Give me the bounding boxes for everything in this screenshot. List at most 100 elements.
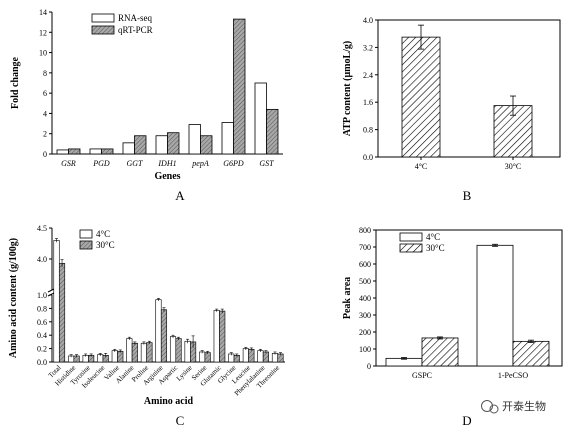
x-tick-label-d: GSPC [412,371,432,380]
panel-label-a: A [175,188,185,203]
bar-Arginine-4°C [155,299,162,363]
bar-PGD-RNA-seq [89,148,102,155]
bar-IDH1-RNA-seq [155,135,168,155]
bar-Aspartic-4°C [169,336,177,363]
bar-Lysine-4°C [184,340,191,363]
y-tick-label-b: 0.0 [363,153,373,162]
y-tick-label-a: 10 [39,49,47,58]
bar-Alanine-30°C [131,342,138,363]
bar-GSPC-30°C [421,337,459,367]
bar-PGD-qRT-PCR [101,148,114,155]
bar-1-PeCSO-30°C [512,340,550,367]
bar-Proline-4°C [140,342,147,363]
legend-label-c: 4°C [96,229,110,239]
bar-G6PD-qRT-PCR [233,18,246,155]
bar-GSR-RNA-seq [56,149,69,155]
x-tick-label-d: 1-PeCSO [498,371,528,380]
bar-IDH1-qRT-PCR [167,132,180,155]
x-tick-label-c: Lysine [175,364,194,383]
y-tick-label-d: 300 [359,311,371,320]
x-tick-label-a: GGT [126,159,143,168]
y-tick-label-a: 4 [43,109,47,118]
y-tick-label-d: 0 [367,362,371,371]
plot-frame-b [377,19,561,158]
chart-b: 0.0 0.8 1.6 2.4 3.2 4.0 4°C 30°C ATP content (μm… [342,16,561,171]
y-tick-label-c: 1.0 [37,291,47,300]
y-tick-label-b: 2.4 [363,71,373,80]
legend-label-a: RNA-seq [118,13,152,23]
y-axis-label-b: ATP content (μmoL/g) [342,41,353,136]
x-tick-label-a: GSR [61,159,76,168]
bar-Serine-30°C [204,352,211,363]
y-tick-label-a: 6 [43,89,47,98]
panel-label-b: B [463,188,472,203]
y-tick-label-c: 0.2 [37,345,47,354]
legend-swatch-a [91,25,115,35]
y-tick-label-c: 4.5 [37,224,47,233]
x-axis-label-c: Amino acid [144,396,194,407]
x-tick-label-a: IDH1 [157,159,176,168]
y-tick-label-a: 0 [43,150,47,159]
bar-GGT-RNA-seq [122,142,135,155]
bar-Valine-4°C [111,350,118,363]
legend-swatch-c [79,229,93,239]
legend-swatch-d [399,232,423,242]
y-tick-label-c: 0.6 [37,318,47,327]
y-tick-label-a: 12 [39,28,47,37]
y-tick-label-d: 500 [359,277,371,286]
x-tick-label-a: G6PD [223,159,244,168]
bar-GST-qRT-PCR [266,108,279,155]
y-tick-label-a: 8 [43,69,47,78]
bar-Phenylalanine-30°C [262,351,269,363]
y-tick-label-d: 800 [359,226,371,235]
watermark: 开泰生物 [481,399,546,414]
bar-Proline-30°C [146,342,153,363]
y-axis-label-d: Peak area [342,277,353,319]
x-axis-label-a: Genes [154,171,180,182]
chart-c: 0.00.20.40.60.81.04.04.5TotalHistidineTy… [8,224,285,407]
bar-Phenylalanine-4°C [257,350,264,363]
legend-label-a: qRT-PCR [118,25,153,35]
wechat-icon-small [489,404,499,414]
bar-Valine-30°C [117,350,124,363]
bar-Arginine-30°C [160,309,168,363]
legend-swatch-a [91,13,115,23]
y-tick-label-b: 3.2 [363,43,373,52]
watermark-text: 开泰生物 [502,399,546,413]
bar-Aspartic-30°C [175,338,182,363]
legend-swatch-d [399,243,423,253]
bar-Glutamic-30°C [219,310,226,363]
panel-label-c: C [176,413,185,428]
y-tick-label-b: 1.6 [363,98,373,107]
y-tick-label-c: 0.8 [37,304,47,313]
bar-Glutamic-4°C [213,310,220,363]
bar-Leucine-4°C [242,348,249,363]
y-tick-label-b: 0.8 [363,126,373,135]
bar-4°C [401,36,441,158]
y-tick-label-d: 200 [359,328,371,337]
bar-GSR-qRT-PCR [68,148,81,155]
bar-pepA-qRT-PCR [200,135,213,155]
y-tick-label-b: 4.0 [363,16,373,25]
y-tick-label-a: 2 [43,130,47,139]
y-tick-label-c: 0.0 [37,358,47,367]
y-tick-label-d: 600 [359,260,371,269]
x-tick-label-a: GST [259,159,274,168]
bar-Alanine-4°C [126,338,133,363]
bar-pepA-RNA-seq [188,124,201,155]
panel-label-d: D [462,413,471,428]
chart-d: 0 100 200 300 400 500 600 700 800 GSPC 1-PeCSO Peak… [342,226,563,380]
legend-swatch-c [79,240,93,250]
bar-G6PD-RNA-seq [221,122,234,155]
bar-GST-RNA-seq [254,82,267,155]
y-tick-label-c: 4.0 [37,255,47,264]
chart-a: 0 2 4 6 8 10 12 14 GSR PGD GGT IDH1 pepA G6PD GST Genes… [10,8,283,182]
legend-label-d: 30°C [426,243,445,253]
x-tick-label-a: PGD [92,159,110,168]
x-tick-label-a: pepA [191,159,209,168]
y-tick-label-d: 700 [359,243,371,252]
y-tick-label-c: 0.4 [37,331,47,340]
bar-Total-30°C [58,263,66,363]
legend-label-c: 30°C [96,240,115,250]
